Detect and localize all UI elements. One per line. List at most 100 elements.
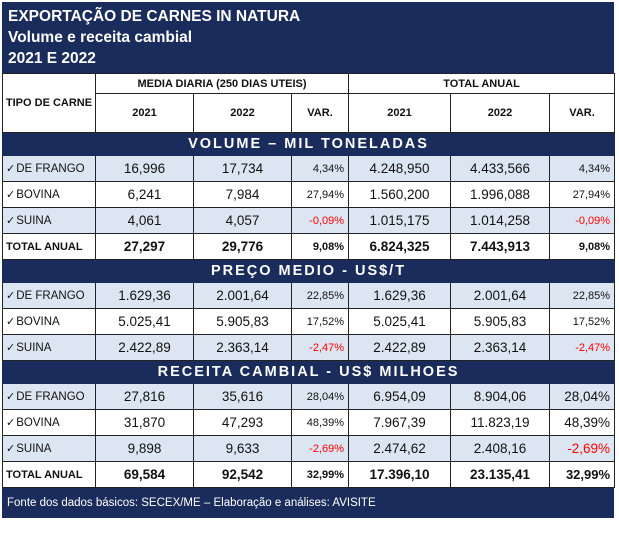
cell-mvar: -0,09% xyxy=(290,207,350,234)
cell-mvar: 17,52% xyxy=(290,308,350,335)
cell-tvar: 48,39% xyxy=(549,409,616,436)
row-label: ✓BOVINA xyxy=(2,409,96,436)
check-icon: ✓ xyxy=(6,215,16,227)
cell-t2022: 1.996,088 xyxy=(450,181,551,208)
title-block: EXPORTAÇÃO DE CARNES IN NATURA Volume e … xyxy=(2,2,614,73)
cell-tvar: 27,94% xyxy=(549,181,616,208)
cell-t2021: 1.015,175 xyxy=(348,207,452,234)
cell-mvar: 48,39% xyxy=(290,409,350,436)
row-label-text: BOVINA xyxy=(16,417,60,429)
export-table-card: EXPORTAÇÃO DE CARNES IN NATURA Volume e … xyxy=(1,2,616,518)
total-label: TOTAL ANUAL xyxy=(2,233,96,260)
header-total-anual: TOTAL ANUAL xyxy=(348,73,616,94)
row-label-text: SUINA xyxy=(16,215,52,227)
total-mvar: 32,99% xyxy=(290,461,350,488)
cell-t2022: 2.001,64 xyxy=(450,282,551,309)
cell-m2021: 9,898 xyxy=(95,435,194,462)
cell-t2021: 6.954,09 xyxy=(348,383,452,410)
header-tipo-de-carne: TIPO DE CARNE xyxy=(2,73,96,133)
row-label: ✓DE FRANGO xyxy=(2,383,96,410)
cell-m2022: 7,984 xyxy=(193,181,292,208)
cell-t2022: 11.823,19 xyxy=(450,409,551,436)
table-row: ✓DE FRANGO 16,996 17,734 4,34% 4.248,950 4.43… xyxy=(2,155,616,182)
title-line-1: EXPORTAÇÃO DE CARNES IN NATURA xyxy=(8,8,301,25)
cell-t2022: 4.433,566 xyxy=(450,155,551,182)
cell-m2022: 9,633 xyxy=(193,435,292,462)
table-row: ✓DE FRANGO 1.629,36 2.001,64 22,85% 1.629,36… xyxy=(2,282,616,309)
table-row: ✓DE FRANGO 27,816 35,616 28,04% 6.954,09 8.90… xyxy=(2,383,616,410)
header-media-2022: 2022 xyxy=(193,93,292,133)
title-line-2: Volume e receita cambial xyxy=(8,29,193,46)
check-icon: ✓ xyxy=(6,163,16,175)
row-label-text: SUINA xyxy=(16,342,52,354)
section-header-row: RECEITA CAMBIAL - US$ MILHOES xyxy=(1,360,616,384)
check-icon: ✓ xyxy=(6,443,16,455)
row-label: ✓BOVINA xyxy=(2,181,96,208)
cell-tvar: 28,04% xyxy=(549,383,616,410)
check-icon: ✓ xyxy=(6,290,16,302)
check-icon: ✓ xyxy=(6,417,16,429)
section-header-row: VOLUME – MIL TONELADAS xyxy=(1,132,616,156)
cell-m2021: 31,870 xyxy=(95,409,194,436)
total-row: TOTAL ANUAL 27,297 29,776 9,08% 6.824,325 7.4… xyxy=(2,233,616,260)
table-row: ✓BOVINA 5.025,41 5.905,83 17,52% 5.025,41 5.9… xyxy=(2,308,616,335)
cell-m2021: 4,061 xyxy=(95,207,194,234)
cell-t2021: 4.248,950 xyxy=(348,155,452,182)
header-total-2022: 2022 xyxy=(450,93,551,133)
cell-tvar: 17,52% xyxy=(549,308,616,335)
cell-tvar: -0,09% xyxy=(549,207,616,234)
total-m2022: 29,776 xyxy=(193,233,292,260)
total-label: TOTAL ANUAL xyxy=(2,461,96,488)
cell-m2021: 6,241 xyxy=(95,181,194,208)
cell-m2021: 27,816 xyxy=(95,383,194,410)
section-title: PREÇO MEDIO - US$/T xyxy=(1,259,616,283)
cell-mvar: 22,85% xyxy=(290,282,350,309)
table-row: ✓BOVINA 31,870 47,293 48,39% 7.967,39 11.823,… xyxy=(2,409,616,436)
cell-t2021: 5.025,41 xyxy=(348,308,452,335)
table-row: ✓BOVINA 6,241 7,984 27,94% 1.560,200 1.996,08… xyxy=(2,181,616,208)
table-row: ✓SUINA 2.422,89 2.363,14 -2,47% 2.422,89 2.36… xyxy=(2,334,616,361)
cell-m2021: 2.422,89 xyxy=(95,334,194,361)
total-t2021: 6.824,325 xyxy=(348,233,452,260)
cell-t2022: 8.904,06 xyxy=(450,383,551,410)
row-label-text: DE FRANGO xyxy=(16,391,85,403)
cell-m2022: 5.905,83 xyxy=(193,308,292,335)
cell-t2022: 1.014,258 xyxy=(450,207,551,234)
total-mvar: 9,08% xyxy=(290,233,350,260)
check-icon: ✓ xyxy=(6,391,16,403)
header-media-var: VAR. xyxy=(290,93,350,133)
header-media-2021: 2021 xyxy=(95,93,194,133)
row-label-text: BOVINA xyxy=(16,189,60,201)
cell-t2021: 2.422,89 xyxy=(348,334,452,361)
total-row: TOTAL ANUAL 69,584 92,542 32,99% 17.396,10 23… xyxy=(2,461,616,488)
cell-tvar: -2,69% xyxy=(549,435,616,462)
section-header-row: PREÇO MEDIO - US$/T xyxy=(1,259,616,283)
row-label: ✓DE FRANGO xyxy=(2,155,96,182)
row-label: ✓BOVINA xyxy=(2,308,96,335)
cell-t2022: 2.408,16 xyxy=(450,435,551,462)
cell-m2021: 5.025,41 xyxy=(95,308,194,335)
header-media-diaria: MEDIA DIARIA (250 DIAS UTEIS) xyxy=(94,73,350,94)
total-m2021: 69,584 xyxy=(95,461,194,488)
cell-tvar: 22,85% xyxy=(549,282,616,309)
row-label: ✓SUINA xyxy=(2,435,96,462)
table-row: ✓SUINA 4,061 4,057 -0,09% 1.015,175 1.014,258… xyxy=(2,207,616,234)
cell-t2021: 2.474,62 xyxy=(348,435,452,462)
cell-mvar: 4,34% xyxy=(290,155,350,182)
total-m2021: 27,297 xyxy=(95,233,194,260)
section-title: RECEITA CAMBIAL - US$ MILHOES xyxy=(1,360,616,384)
total-t2022: 23.135,41 xyxy=(450,461,551,488)
row-label-text: BOVINA xyxy=(16,316,60,328)
total-tvar: 9,08% xyxy=(549,233,616,260)
cell-m2021: 1.629,36 xyxy=(95,282,194,309)
row-label: ✓DE FRANGO xyxy=(2,282,96,309)
total-tvar: 32,99% xyxy=(549,461,616,488)
check-icon: ✓ xyxy=(6,189,16,201)
cell-t2021: 7.967,39 xyxy=(348,409,452,436)
header-total-2021: 2021 xyxy=(348,93,452,133)
total-m2022: 92,542 xyxy=(193,461,292,488)
cell-m2022: 35,616 xyxy=(193,383,292,410)
cell-m2021: 16,996 xyxy=(95,155,194,182)
title-line-3: 2021 E 2022 xyxy=(8,50,96,67)
header-total-var: VAR. xyxy=(549,93,616,133)
